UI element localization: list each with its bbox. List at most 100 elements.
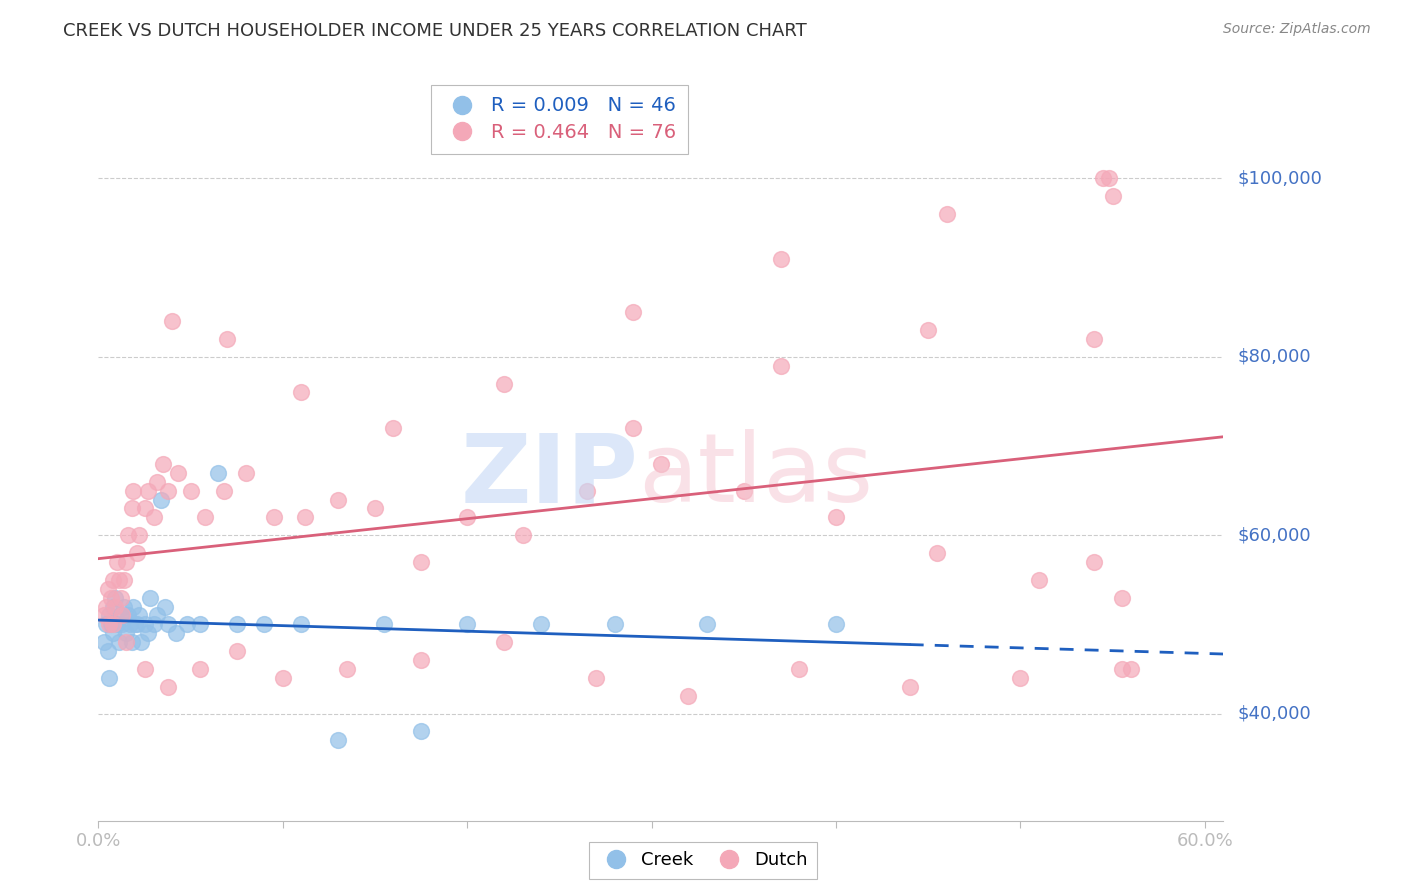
- Legend: R = 0.009   N = 46, R = 0.464   N = 76: R = 0.009 N = 46, R = 0.464 N = 76: [432, 85, 688, 154]
- Point: [157, 483, 180, 498]
- Point: [104, 591, 127, 605]
- Point: [188, 617, 211, 632]
- Point: [121, 501, 143, 516]
- Point: [153, 599, 176, 614]
- Point: [146, 475, 169, 489]
- Text: Source: ZipAtlas.com: Source: ZipAtlas.com: [1223, 22, 1371, 37]
- Point: [207, 466, 229, 480]
- Point: [136, 483, 159, 498]
- Point: [128, 608, 150, 623]
- Point: [225, 617, 247, 632]
- Point: [194, 510, 217, 524]
- Point: [124, 617, 146, 632]
- Point: [917, 323, 939, 337]
- Point: [127, 546, 149, 560]
- Text: $60,000: $60,000: [1237, 526, 1310, 544]
- Point: [94, 617, 117, 632]
- Point: [111, 617, 134, 632]
- Point: [107, 573, 129, 587]
- Point: [115, 635, 138, 649]
- Point: [769, 359, 792, 373]
- Point: [166, 466, 188, 480]
- Point: [225, 644, 247, 658]
- Point: [364, 501, 387, 516]
- Point: [927, 546, 949, 560]
- Point: [678, 689, 700, 703]
- Point: [134, 662, 156, 676]
- Point: [294, 510, 316, 524]
- Point: [107, 635, 129, 649]
- Point: [105, 555, 128, 569]
- Point: [97, 582, 120, 596]
- Point: [101, 617, 124, 632]
- Point: [112, 599, 135, 614]
- Point: [122, 483, 145, 498]
- Point: [134, 617, 156, 632]
- Point: [898, 680, 921, 694]
- Point: [105, 617, 128, 632]
- Point: [134, 501, 156, 516]
- Point: [100, 617, 122, 632]
- Point: [100, 591, 122, 605]
- Legend: Creek, Dutch: Creek, Dutch: [589, 842, 817, 879]
- Point: [787, 662, 810, 676]
- Point: [217, 332, 239, 346]
- Point: [290, 617, 312, 632]
- Text: $80,000: $80,000: [1237, 348, 1310, 366]
- Point: [733, 483, 755, 498]
- Point: [93, 635, 115, 649]
- Point: [115, 555, 138, 569]
- Point: [382, 421, 405, 435]
- Point: [696, 617, 718, 632]
- Point: [1098, 171, 1121, 186]
- Point: [935, 207, 957, 221]
- Point: [97, 644, 120, 658]
- Text: CREEK VS DUTCH HOUSEHOLDER INCOME UNDER 25 YEARS CORRELATION CHART: CREEK VS DUTCH HOUSEHOLDER INCOME UNDER …: [63, 22, 807, 40]
- Point: [456, 510, 478, 524]
- Point: [165, 626, 187, 640]
- Point: [494, 376, 516, 391]
- Point: [152, 457, 174, 471]
- Point: [373, 617, 395, 632]
- Point: [494, 635, 516, 649]
- Point: [188, 662, 211, 676]
- Point: [142, 617, 165, 632]
- Point: [212, 483, 235, 498]
- Point: [101, 599, 124, 614]
- Point: [157, 617, 180, 632]
- Point: [139, 591, 162, 605]
- Point: [336, 662, 359, 676]
- Point: [253, 617, 276, 632]
- Point: [263, 510, 285, 524]
- Point: [621, 305, 644, 319]
- Point: [129, 635, 152, 649]
- Point: [1010, 671, 1032, 685]
- Point: [603, 617, 626, 632]
- Point: [150, 492, 173, 507]
- Point: [136, 626, 159, 640]
- Point: [326, 733, 349, 747]
- Point: [94, 599, 117, 614]
- Point: [1111, 662, 1133, 676]
- Point: [1101, 189, 1123, 203]
- Point: [1083, 555, 1105, 569]
- Point: [110, 591, 132, 605]
- Point: [1083, 332, 1105, 346]
- Point: [180, 483, 202, 498]
- Point: [271, 671, 294, 685]
- Point: [115, 626, 138, 640]
- Point: [621, 421, 644, 435]
- Point: [122, 599, 145, 614]
- Point: [128, 528, 150, 542]
- Point: [650, 457, 672, 471]
- Point: [1092, 171, 1115, 186]
- Point: [112, 573, 135, 587]
- Point: [769, 252, 792, 266]
- Point: [117, 608, 139, 623]
- Point: [176, 617, 198, 632]
- Point: [142, 510, 165, 524]
- Point: [530, 617, 553, 632]
- Point: [235, 466, 257, 480]
- Point: [326, 492, 349, 507]
- Point: [157, 680, 180, 694]
